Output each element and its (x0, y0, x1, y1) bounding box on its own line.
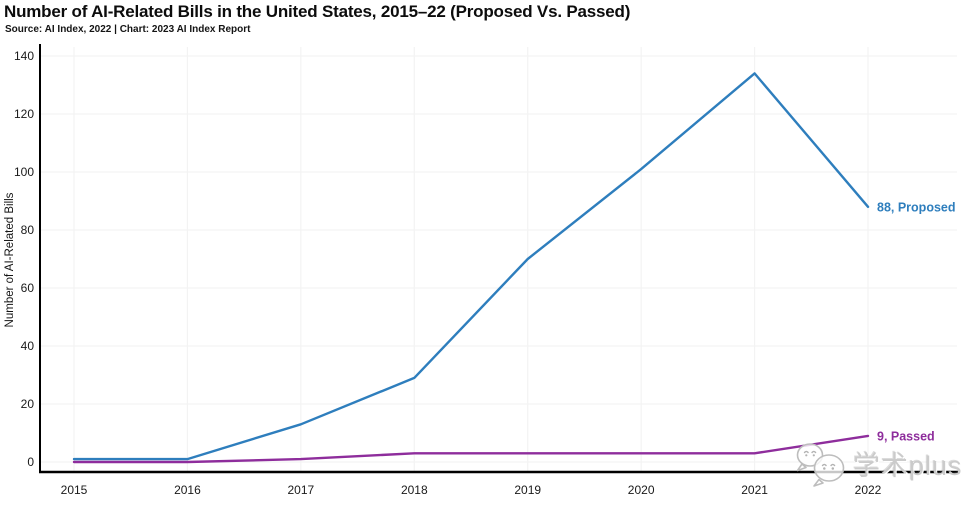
watermark: 学术plus (792, 440, 963, 487)
passed-end-label: 9, Passed (877, 429, 935, 443)
x-tick-label: 2021 (741, 483, 768, 497)
proposed-line (72, 72, 870, 461)
x-tick-label: 2015 (61, 483, 88, 497)
chart-title: Number of AI-Related Bills in the United… (4, 2, 631, 21)
y-tick-label: 120 (14, 107, 34, 121)
x-tick-label: 2019 (514, 483, 541, 497)
x-tick-label: 2018 (401, 483, 428, 497)
gridlines (41, 47, 957, 471)
y-tick-label: 0 (27, 455, 34, 469)
tick-labels: 0 20 40 60 80 100 120 140 2015 2016 2017 2018 2019 20… (14, 49, 882, 497)
y-tick-label: 20 (21, 397, 35, 411)
proposed-end-label: 88, Proposed (877, 200, 956, 214)
x-tick-label: 2020 (628, 483, 655, 497)
chart-header: Number of AI-Related Bills in the United… (0, 0, 630, 35)
y-tick-label: 140 (14, 49, 34, 63)
x-tick-label: 2017 (288, 483, 315, 497)
y-tick-label: 40 (21, 339, 35, 353)
watermark-text: 学术plus (853, 451, 963, 481)
axes (39, 44, 958, 474)
y-axis-title: Number of AI-Related Bills (4, 192, 16, 327)
chat-bubbles-icon (796, 443, 845, 487)
x-tick-label: 2022 (855, 483, 882, 497)
y-tick-label: 100 (14, 165, 34, 179)
chart-subtitle: Source: AI Index, 2022 | Chart: 2023 AI … (5, 24, 251, 35)
x-tick-label: 2016 (174, 483, 201, 497)
series-end-labels: 88, Proposed 9, Passed (877, 200, 956, 443)
passed-line (72, 434, 870, 464)
y-tick-label: 60 (21, 281, 35, 295)
y-tick-label: 80 (21, 223, 35, 237)
series-lines (72, 72, 870, 464)
